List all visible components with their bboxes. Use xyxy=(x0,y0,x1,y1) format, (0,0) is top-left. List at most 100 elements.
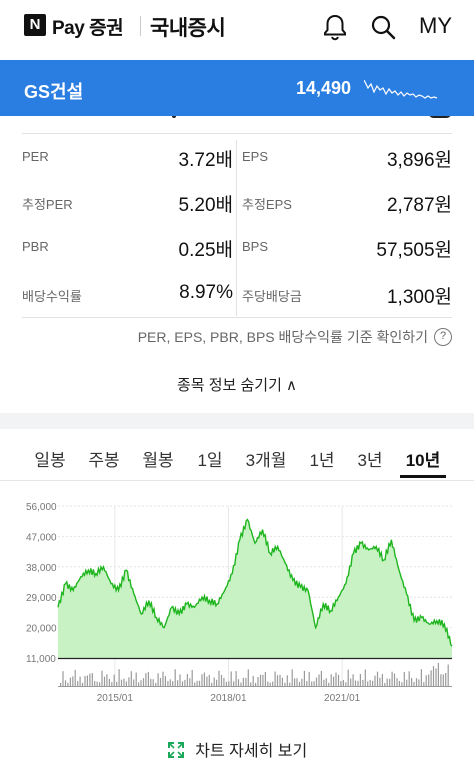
price-chart[interactable]: 56,000 47,000 38,000 29,000 20,000 11,000 2015… xyxy=(0,490,474,720)
divider xyxy=(22,133,452,134)
y-tick-label: 20,000 xyxy=(26,624,57,635)
volume-bar xyxy=(223,677,225,686)
volume-bar xyxy=(150,678,152,686)
tab-1day[interactable]: 1일 xyxy=(197,451,223,470)
volume-bar xyxy=(401,682,403,686)
section-title[interactable]: 국내증시 xyxy=(150,17,226,40)
volume-bar xyxy=(447,664,449,686)
volume-bar xyxy=(340,681,342,686)
volume-bar xyxy=(440,674,442,686)
volume-bar xyxy=(428,674,430,686)
tab-monthly[interactable]: 월봉 xyxy=(142,451,174,470)
volume-bar xyxy=(62,671,64,686)
volume-bar xyxy=(389,678,391,686)
volume-bar xyxy=(289,682,291,686)
volume-bar xyxy=(384,683,386,686)
tabs-divider xyxy=(0,480,474,481)
metric-criteria-link[interactable]: PER, EPS, PBR, BPS 배당수익률 기준 확인하기 ? xyxy=(138,327,452,347)
y-tick-label: 47,000 xyxy=(26,532,57,543)
volume-bar xyxy=(145,673,147,686)
volume-bar xyxy=(196,680,198,686)
volume-bar xyxy=(313,681,315,686)
volume-bar xyxy=(250,682,252,686)
volume-bar xyxy=(391,671,393,686)
x-tick-label: 2021/01 xyxy=(324,693,361,704)
volume-bar xyxy=(106,674,108,686)
volume-bar xyxy=(406,679,408,686)
volume-bar xyxy=(318,674,320,686)
volume-bar xyxy=(335,672,337,686)
naver-logo[interactable]: N xyxy=(24,14,46,36)
volume-bar xyxy=(252,675,254,686)
volume-bar xyxy=(393,673,396,686)
volume-bar xyxy=(323,679,325,686)
volume-bar xyxy=(432,666,435,686)
volume-bar xyxy=(179,674,181,686)
volume-bar xyxy=(291,669,293,686)
metrics-column-divider xyxy=(236,140,237,316)
metric-value: 0.25배 xyxy=(178,240,233,261)
volume-bar xyxy=(269,682,271,686)
stock-header-bar[interactable]: GS건설 14,490 xyxy=(0,60,474,116)
volume-bar xyxy=(147,671,149,686)
volume-bar xyxy=(372,680,374,686)
volume-bar xyxy=(296,678,298,686)
tab-3month[interactable]: 3개월 xyxy=(245,451,287,470)
volume-bar xyxy=(167,681,169,686)
volume-bar xyxy=(301,678,303,686)
volume-bar xyxy=(369,680,371,686)
tab-1year[interactable]: 1년 xyxy=(309,451,335,470)
my-button[interactable]: MY xyxy=(419,13,452,38)
volume-bar xyxy=(359,674,361,686)
question-icon[interactable]: ? xyxy=(434,328,452,346)
tab-10year[interactable]: 10년 xyxy=(405,451,441,470)
volume-bar xyxy=(247,669,249,686)
volume-bar xyxy=(240,682,242,686)
volume-bar xyxy=(262,674,264,686)
bell-icon[interactable] xyxy=(320,12,350,42)
volume-bar xyxy=(89,673,91,686)
stock-price: 14,490 xyxy=(296,78,352,98)
volume-bar xyxy=(157,673,159,686)
volume-bar xyxy=(125,681,127,686)
volume-bar xyxy=(77,681,79,686)
y-tick-label: 56,000 xyxy=(26,502,57,513)
metric-value: 1,300원 xyxy=(386,287,452,308)
y-tick-label: 29,000 xyxy=(26,593,57,604)
hide-info-toggle[interactable]: 종목 정보 숨기기 ∧ xyxy=(176,377,298,394)
volume-bar xyxy=(328,682,330,686)
tab-weekly[interactable]: 주봉 xyxy=(88,451,120,470)
metric-label: EPS xyxy=(242,149,269,164)
volume-bar xyxy=(64,680,67,686)
mini-sparkline xyxy=(364,79,438,99)
volume-bar xyxy=(116,681,118,686)
metric-label: BPS xyxy=(242,239,269,254)
tab-daily[interactable]: 일봉 xyxy=(34,451,66,470)
volume-bar xyxy=(208,674,210,686)
criteria-text: PER, EPS, PBR, BPS 배당수익률 기준 확인하기 xyxy=(137,329,428,345)
tab-3year[interactable]: 3년 xyxy=(357,451,383,470)
volume-bar xyxy=(274,671,276,686)
volume-bar xyxy=(364,669,366,686)
volume-bar xyxy=(437,663,439,686)
volume-bar xyxy=(267,681,269,686)
chart-detail-link[interactable]: 차트 자세히 보기 xyxy=(0,737,474,761)
volume-bar xyxy=(362,679,364,686)
volume-bar xyxy=(203,672,205,686)
volume-bar xyxy=(259,674,262,686)
volume-bar xyxy=(201,674,203,686)
volume-bar xyxy=(284,682,286,686)
volume-bar xyxy=(101,670,103,686)
volume-bar xyxy=(315,677,318,686)
search-icon[interactable] xyxy=(368,12,398,42)
volume-bar xyxy=(164,676,166,686)
volume-bar xyxy=(233,681,235,686)
volume-bar xyxy=(118,669,120,686)
volume-bar xyxy=(386,678,388,686)
volume-bar xyxy=(325,678,327,686)
metric-row-per: PER 3.72배 EPS 3,896원 xyxy=(22,145,452,171)
volume-bar xyxy=(79,676,81,686)
brand-name[interactable]: Pay 증권 xyxy=(52,18,124,39)
metric-value: 8.97% xyxy=(179,282,233,303)
volume-bar xyxy=(67,682,69,686)
